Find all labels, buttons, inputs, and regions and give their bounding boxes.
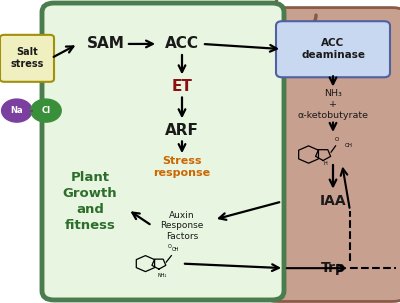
Text: O: O <box>335 137 339 142</box>
Text: OH: OH <box>172 247 179 251</box>
Text: Na: Na <box>10 106 23 115</box>
Text: Stress
response: Stress response <box>154 156 210 178</box>
Text: Salt
stress: Salt stress <box>10 47 44 69</box>
Text: NH₃
+
α-ketobutyrate: NH₃ + α-ketobutyrate <box>298 89 368 120</box>
Text: Auxin
Response
Factors: Auxin Response Factors <box>160 211 204 241</box>
Text: ET: ET <box>172 79 192 94</box>
Text: IAA: IAA <box>320 195 346 208</box>
FancyBboxPatch shape <box>260 8 400 301</box>
Text: NH₂: NH₂ <box>157 273 166 278</box>
Text: Plant
Growth
and
fitness: Plant Growth and fitness <box>63 171 117 232</box>
FancyBboxPatch shape <box>276 21 390 77</box>
Text: OH: OH <box>345 143 353 148</box>
Text: ACC
deaminase: ACC deaminase <box>301 38 365 60</box>
FancyBboxPatch shape <box>0 35 54 82</box>
Text: Trp: Trp <box>320 261 346 275</box>
Text: Cl: Cl <box>42 106 50 115</box>
Text: O: O <box>168 244 171 249</box>
Text: H: H <box>323 161 327 166</box>
FancyBboxPatch shape <box>42 3 284 300</box>
Circle shape <box>2 99 32 122</box>
Text: SAM: SAM <box>87 36 125 52</box>
Circle shape <box>31 99 61 122</box>
Text: ACC: ACC <box>165 36 199 52</box>
Text: ARF: ARF <box>165 123 199 138</box>
